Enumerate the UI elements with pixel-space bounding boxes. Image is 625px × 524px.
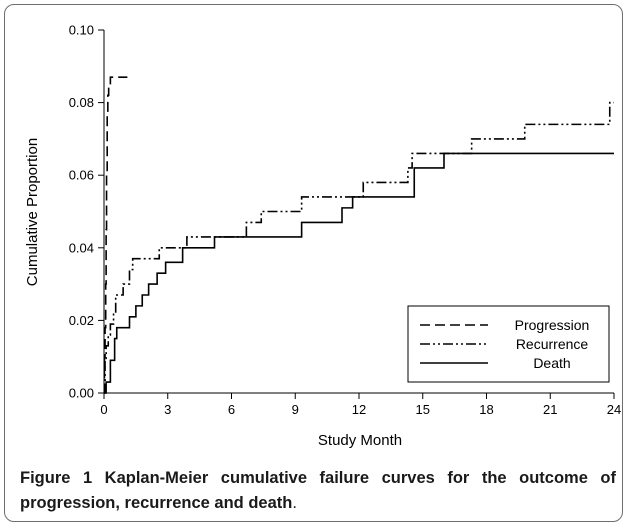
legend: Progression Recurrence Death [407, 305, 610, 383]
caption-end: . [292, 494, 297, 512]
y-tick-label: 0.04 [69, 240, 94, 255]
x-tick-label: 15 [416, 402, 430, 417]
y-tick-label: 0.02 [69, 313, 94, 328]
legend-label-recurrence: Recurrence [516, 336, 589, 352]
x-tick-label: 24 [607, 402, 621, 417]
x-tick-label: 12 [352, 402, 366, 417]
x-tick-label: 18 [479, 402, 493, 417]
figure-panel [4, 4, 623, 522]
x-tick-label: 9 [292, 402, 299, 417]
x-axis-label: Study Month [318, 432, 402, 449]
y-axis-label: Cumulative Proportion [24, 138, 41, 286]
legend-label-progression: Progression [515, 317, 590, 333]
series-layer [103, 76, 614, 394]
x-tick-label: 3 [164, 402, 171, 417]
y-tick-label: 0.00 [69, 386, 94, 401]
y-tick-label: 0.08 [69, 95, 94, 110]
x-tick-label: 21 [543, 402, 557, 417]
legend-box [407, 305, 610, 383]
figure-title: Kaplan-Meier cumulative failure curves f… [20, 469, 616, 512]
y-tick-label: 0.06 [69, 168, 94, 183]
x-ticks: 0 3 6 9 12 15 18 21 24 [100, 393, 621, 417]
x-tick-label: 0 [100, 402, 107, 417]
km-chart: 0 3 6 9 12 15 18 21 24 0.000.020.040.060.080.10 … [24, 23, 621, 450]
x-tick-label: 6 [228, 402, 235, 417]
figure-label: Figure 1 [20, 469, 93, 487]
series-line-death [104, 152, 614, 394]
figure-caption: Figure 1 Kaplan-Meier cumulative failure… [20, 466, 616, 516]
y-ticks: 0.00 0.02 0.04 0.06 0.08 0.10 [69, 23, 104, 401]
y-tick-label: 0.10 [69, 23, 94, 38]
legend-label-death: Death [533, 355, 570, 371]
